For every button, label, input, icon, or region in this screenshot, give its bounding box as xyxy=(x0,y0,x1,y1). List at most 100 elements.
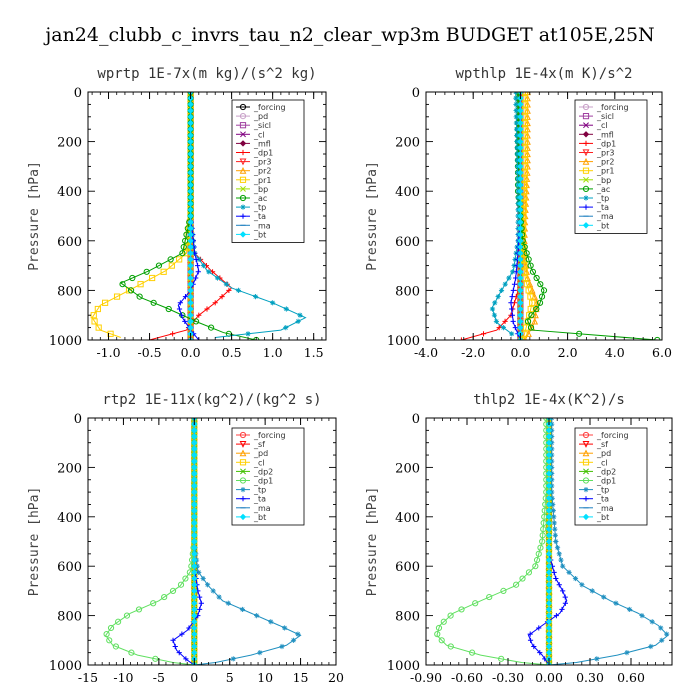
series-marker xyxy=(517,293,524,300)
series-marker xyxy=(624,650,630,656)
legend-swatch-marker xyxy=(582,103,590,111)
series-marker xyxy=(531,643,537,650)
plot-area xyxy=(103,418,302,665)
legend-entry: _bt xyxy=(579,513,609,522)
series-marker xyxy=(187,337,194,340)
series-marker xyxy=(502,318,508,324)
legend-swatch-marker xyxy=(583,195,589,201)
legend-swatch-marker xyxy=(239,122,247,129)
series-marker xyxy=(517,337,524,340)
series-marker xyxy=(191,513,198,520)
legend-entry: _sicl xyxy=(236,121,271,130)
series-marker xyxy=(545,550,553,558)
x-tick-label: -0.90 xyxy=(410,670,442,685)
series-marker xyxy=(562,600,568,606)
series-marker xyxy=(191,649,198,656)
series-marker xyxy=(191,532,198,539)
series-marker xyxy=(545,569,553,576)
series-marker xyxy=(525,287,532,294)
series-marker xyxy=(517,250,524,257)
series-marker xyxy=(517,312,524,319)
legend-label: _mfl xyxy=(253,139,271,148)
legend-swatch-marker xyxy=(583,468,589,475)
legend-swatch-marker xyxy=(582,131,590,138)
legend-entry: _bt xyxy=(236,513,266,522)
legend-swatch-marker xyxy=(583,204,589,210)
x-tick-label: 0 xyxy=(190,670,198,685)
legend-swatch-marker xyxy=(239,449,247,457)
series-marker xyxy=(539,538,546,545)
series-marker xyxy=(517,113,524,120)
x-tick-label: 6.0 xyxy=(652,345,672,360)
legend-label: _bt xyxy=(253,230,266,239)
series-marker xyxy=(532,563,539,570)
series-marker xyxy=(524,318,532,325)
series-marker xyxy=(517,243,524,251)
series-marker xyxy=(509,312,516,318)
legend-entry: _sicl xyxy=(579,112,614,121)
legend-label: _bt xyxy=(596,221,609,230)
series-marker xyxy=(517,132,524,139)
legend-label: _cl xyxy=(596,121,608,130)
legend-entry: _tp xyxy=(579,486,609,495)
series-marker xyxy=(106,637,113,644)
series-marker xyxy=(535,550,542,557)
series-marker xyxy=(572,575,579,582)
legend-label: _ta xyxy=(596,203,609,212)
legend-label: _forcing xyxy=(253,103,286,112)
legend-entry: _cl xyxy=(236,458,265,467)
series-marker xyxy=(517,200,524,207)
series-marker xyxy=(517,188,524,195)
legend-entry: _dp2 xyxy=(579,467,616,476)
legend-swatch-marker xyxy=(240,149,246,156)
series-marker xyxy=(152,655,159,662)
series-marker xyxy=(177,300,183,306)
legend-entry: _forcing xyxy=(236,103,286,112)
series-marker xyxy=(545,488,553,496)
series-marker xyxy=(458,606,465,613)
series-marker xyxy=(509,331,515,337)
legend-swatch-marker xyxy=(583,487,589,493)
series-marker xyxy=(91,318,98,325)
series-marker xyxy=(90,312,97,319)
series-marker xyxy=(493,318,500,324)
series-marker xyxy=(594,656,600,662)
legend-label: _ta xyxy=(253,495,266,504)
series-marker xyxy=(513,581,520,588)
series-marker xyxy=(447,612,454,619)
series-marker xyxy=(545,637,553,644)
series-marker xyxy=(545,519,553,527)
series-marker xyxy=(545,525,553,533)
legend-swatch-marker xyxy=(582,513,590,521)
legend-label: _dp1 xyxy=(596,477,616,486)
series-marker xyxy=(517,150,524,158)
series-marker xyxy=(509,269,516,275)
series-marker xyxy=(511,263,517,269)
series-marker xyxy=(187,293,194,300)
series-marker xyxy=(545,458,553,465)
legend-entry: _pd xyxy=(236,449,268,458)
series-marker xyxy=(517,287,524,294)
y-tick-label: 1000 xyxy=(387,334,420,349)
series-marker xyxy=(540,526,547,533)
series-marker xyxy=(543,418,550,422)
legend-swatch-marker xyxy=(240,213,246,219)
series-marker xyxy=(517,256,524,263)
series-marker xyxy=(529,268,537,275)
series-marker xyxy=(523,250,530,257)
y-tick-label: 0 xyxy=(74,412,82,427)
legend-label: _ac xyxy=(596,185,610,194)
y-tick-label: 400 xyxy=(395,511,420,526)
chart-panel-1: wprtp 1E-7x(m kg)/(s^2 kg) Pressure [hPa]… xyxy=(27,66,327,360)
x-tick-label: -0.60 xyxy=(451,670,483,685)
y-axis-label: Pressure [hPa] xyxy=(365,161,380,271)
series-marker xyxy=(193,275,199,281)
series-marker xyxy=(545,439,553,446)
series-marker xyxy=(546,418,552,421)
series-marker xyxy=(187,219,194,226)
series-marker xyxy=(510,287,516,293)
series-marker xyxy=(155,262,163,269)
y-tick-label: 400 xyxy=(57,511,82,526)
series-marker xyxy=(517,305,524,313)
plot-area xyxy=(458,92,661,340)
